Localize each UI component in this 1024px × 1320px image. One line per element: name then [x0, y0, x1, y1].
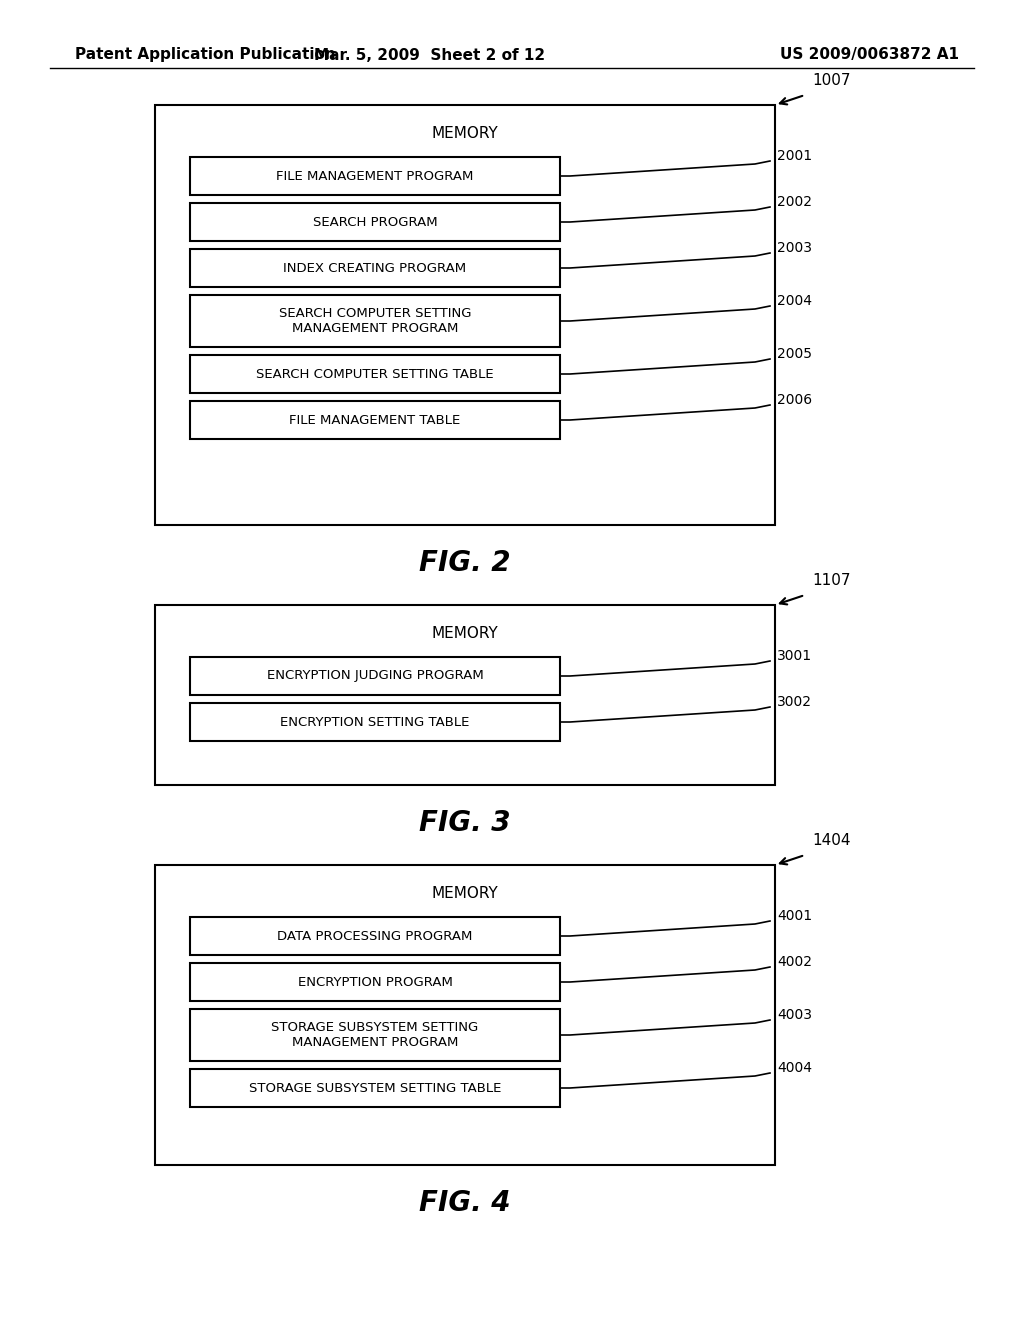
FancyBboxPatch shape [190, 203, 560, 242]
FancyBboxPatch shape [190, 1008, 560, 1061]
FancyBboxPatch shape [155, 605, 775, 785]
Text: 2005: 2005 [777, 347, 812, 360]
FancyBboxPatch shape [190, 704, 560, 741]
Text: FILE MANAGEMENT PROGRAM: FILE MANAGEMENT PROGRAM [276, 169, 474, 182]
Text: FIG. 2: FIG. 2 [419, 549, 511, 577]
Text: DATA PROCESSING PROGRAM: DATA PROCESSING PROGRAM [278, 929, 473, 942]
Text: SEARCH COMPUTER SETTING
MANAGEMENT PROGRAM: SEARCH COMPUTER SETTING MANAGEMENT PROGR… [279, 308, 471, 335]
Text: FILE MANAGEMENT TABLE: FILE MANAGEMENT TABLE [290, 413, 461, 426]
Text: 4002: 4002 [777, 954, 812, 969]
Text: 1107: 1107 [812, 573, 851, 587]
Text: FIG. 3: FIG. 3 [419, 809, 511, 837]
Text: ENCRYPTION SETTING TABLE: ENCRYPTION SETTING TABLE [281, 715, 470, 729]
FancyBboxPatch shape [190, 964, 560, 1001]
Text: 2002: 2002 [777, 195, 812, 209]
FancyBboxPatch shape [155, 865, 775, 1166]
Text: FIG. 4: FIG. 4 [419, 1189, 511, 1217]
Text: Mar. 5, 2009  Sheet 2 of 12: Mar. 5, 2009 Sheet 2 of 12 [314, 48, 546, 62]
Text: SEARCH COMPUTER SETTING TABLE: SEARCH COMPUTER SETTING TABLE [256, 367, 494, 380]
Text: ENCRYPTION JUDGING PROGRAM: ENCRYPTION JUDGING PROGRAM [266, 669, 483, 682]
Text: MEMORY: MEMORY [432, 626, 499, 640]
Text: 2003: 2003 [777, 242, 812, 255]
Text: ENCRYPTION PROGRAM: ENCRYPTION PROGRAM [298, 975, 453, 989]
FancyBboxPatch shape [155, 106, 775, 525]
Text: MEMORY: MEMORY [432, 886, 499, 900]
Text: Patent Application Publication: Patent Application Publication [75, 48, 336, 62]
Text: 1007: 1007 [812, 73, 851, 88]
Text: 2004: 2004 [777, 294, 812, 308]
Text: 4004: 4004 [777, 1061, 812, 1074]
FancyBboxPatch shape [190, 157, 560, 195]
FancyBboxPatch shape [190, 355, 560, 393]
Text: STORAGE SUBSYSTEM SETTING TABLE: STORAGE SUBSYSTEM SETTING TABLE [249, 1081, 501, 1094]
Text: INDEX CREATING PROGRAM: INDEX CREATING PROGRAM [284, 261, 467, 275]
FancyBboxPatch shape [190, 657, 560, 696]
Text: 1404: 1404 [812, 833, 851, 847]
Text: MEMORY: MEMORY [432, 125, 499, 140]
Text: 2006: 2006 [777, 393, 812, 407]
FancyBboxPatch shape [190, 1069, 560, 1107]
Text: STORAGE SUBSYSTEM SETTING
MANAGEMENT PROGRAM: STORAGE SUBSYSTEM SETTING MANAGEMENT PRO… [271, 1020, 478, 1049]
Text: 3002: 3002 [777, 696, 812, 709]
Text: 4003: 4003 [777, 1008, 812, 1022]
Text: 3001: 3001 [777, 649, 812, 663]
Text: 4001: 4001 [777, 909, 812, 923]
FancyBboxPatch shape [190, 294, 560, 347]
Text: US 2009/0063872 A1: US 2009/0063872 A1 [780, 48, 959, 62]
FancyBboxPatch shape [190, 917, 560, 954]
Text: 2001: 2001 [777, 149, 812, 162]
FancyBboxPatch shape [190, 401, 560, 440]
Text: SEARCH PROGRAM: SEARCH PROGRAM [312, 215, 437, 228]
FancyBboxPatch shape [190, 249, 560, 286]
